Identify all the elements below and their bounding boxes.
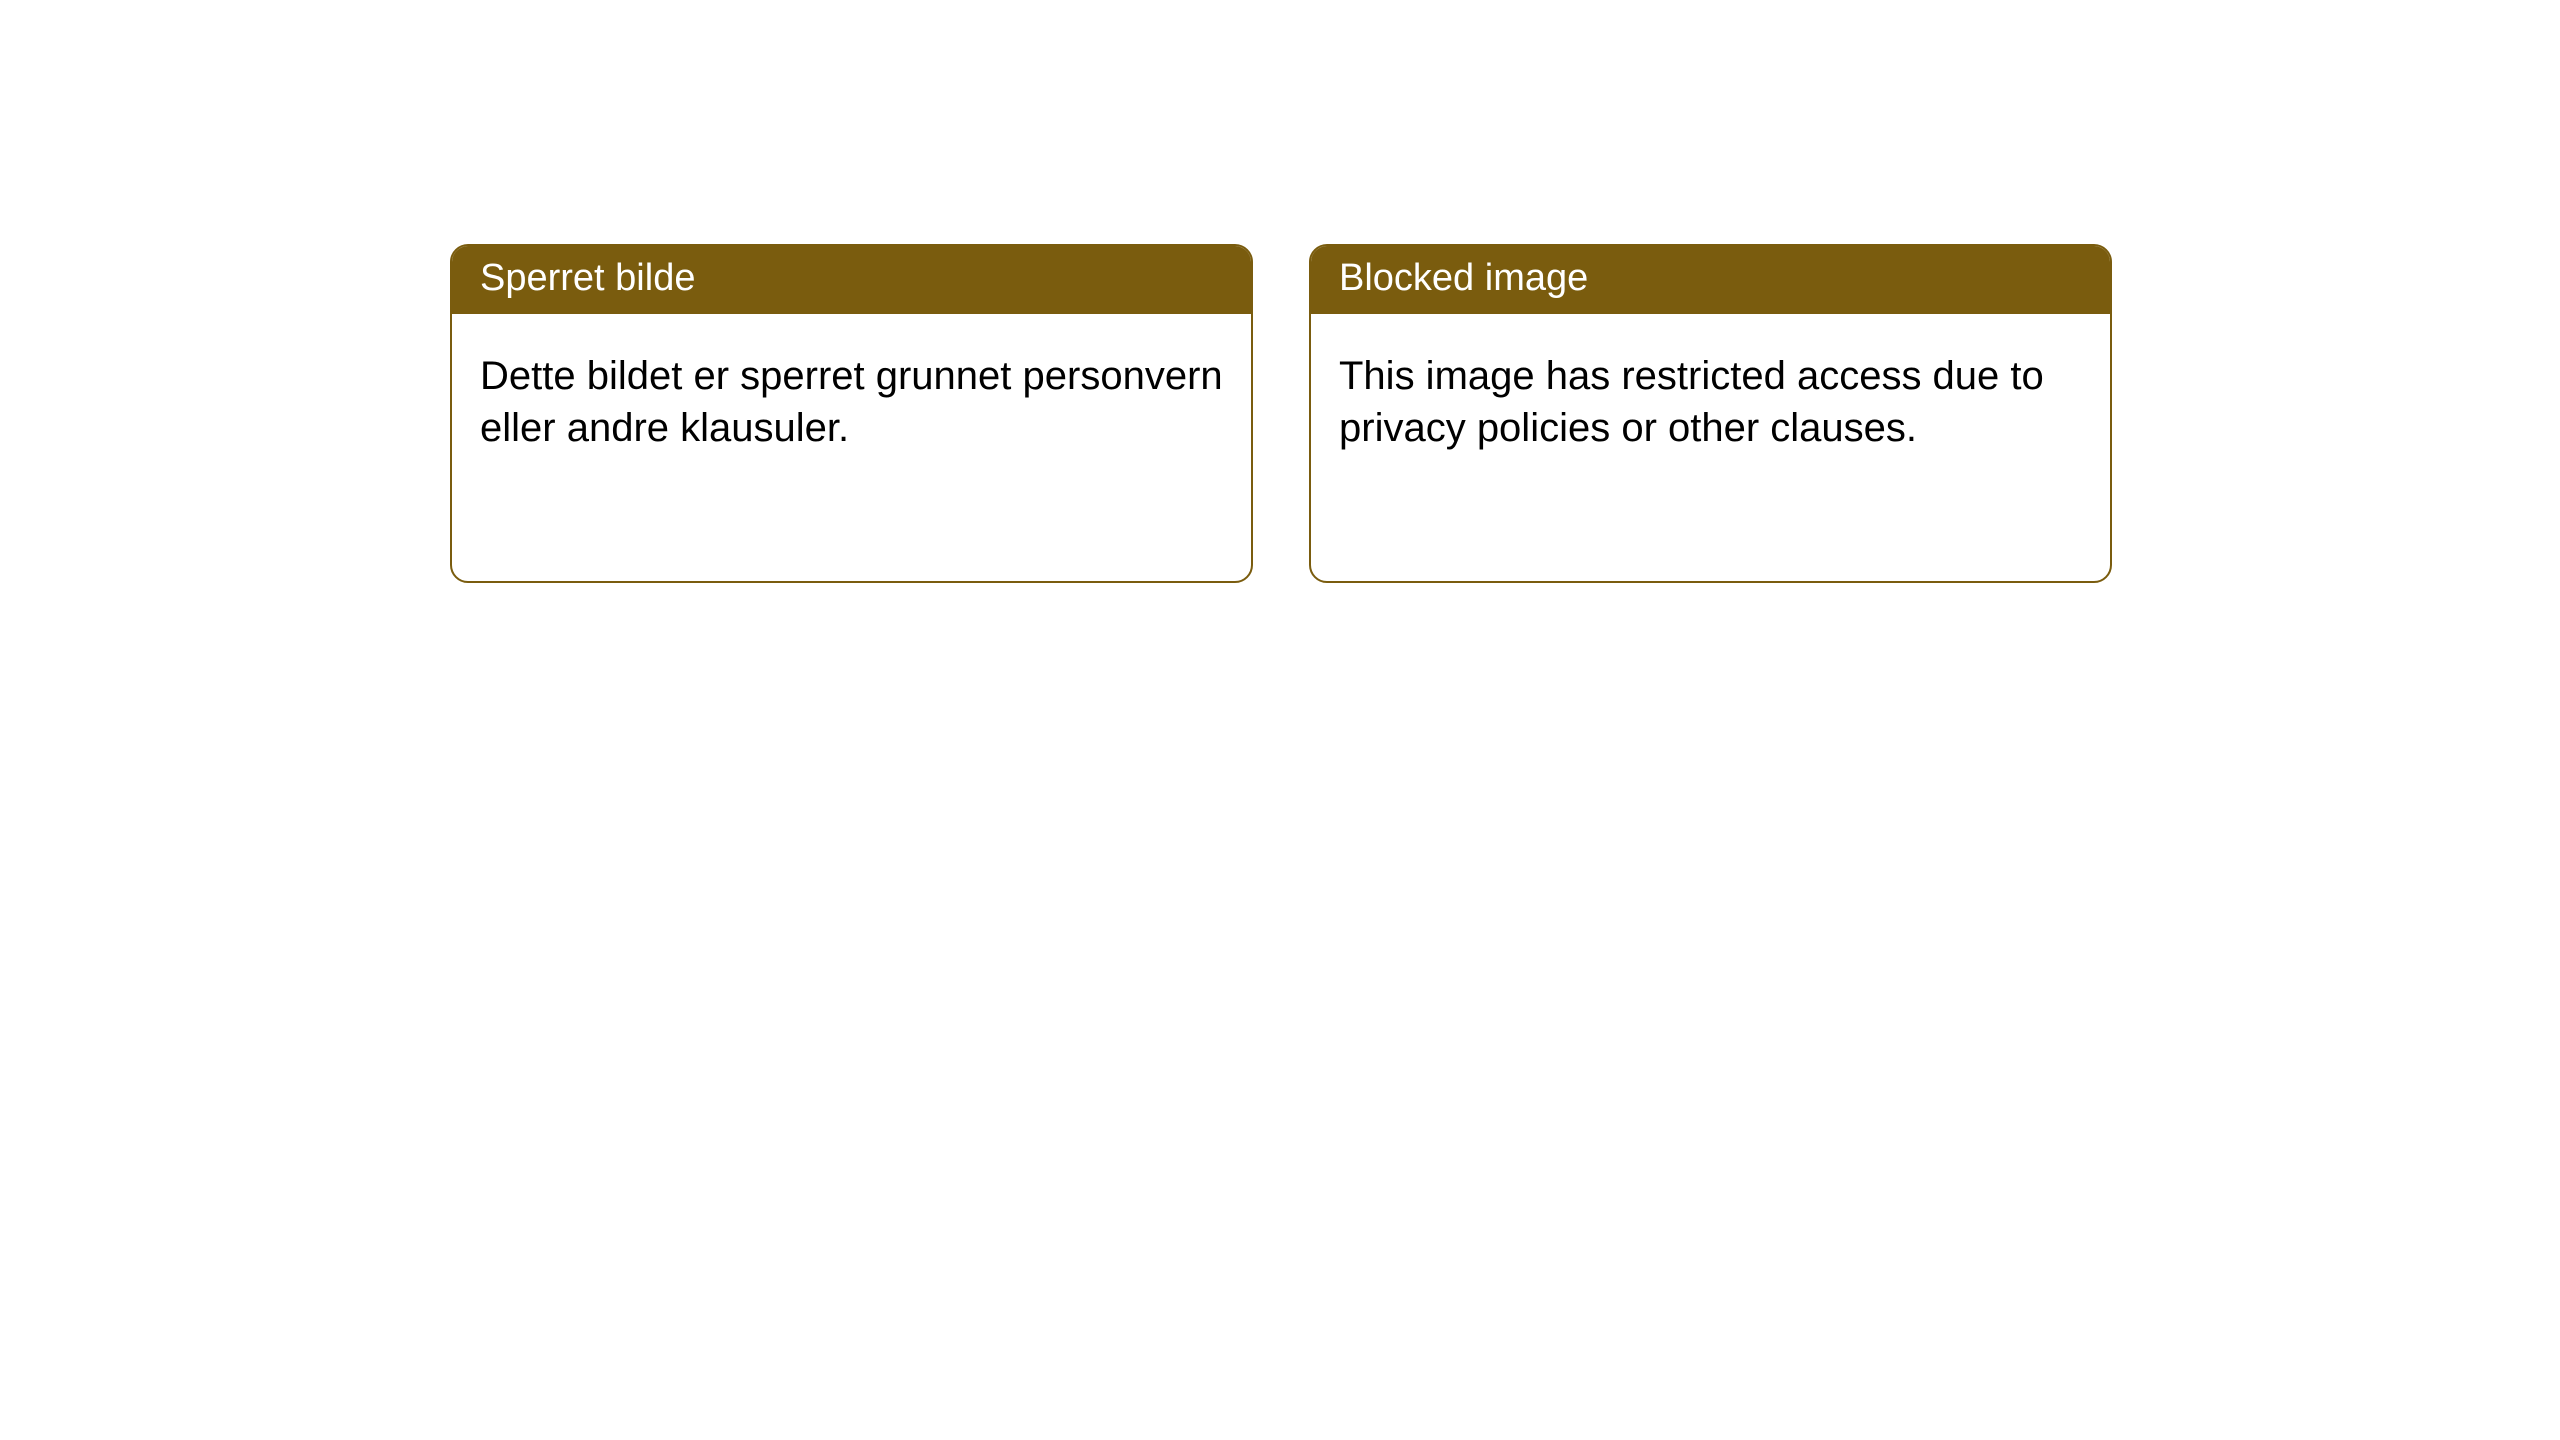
notice-card-norwegian: Sperret bilde Dette bildet er sperret gr…	[450, 244, 1253, 583]
card-body: Dette bildet er sperret grunnet personve…	[452, 314, 1251, 482]
notice-container: Sperret bilde Dette bildet er sperret gr…	[450, 244, 2112, 583]
notice-card-english: Blocked image This image has restricted …	[1309, 244, 2112, 583]
card-message: This image has restricted access due to …	[1339, 354, 2044, 450]
card-message: Dette bildet er sperret grunnet personve…	[480, 354, 1223, 450]
card-title: Blocked image	[1339, 257, 1588, 299]
card-header: Sperret bilde	[452, 246, 1251, 314]
card-title: Sperret bilde	[480, 257, 695, 299]
card-header: Blocked image	[1311, 246, 2110, 314]
card-body: This image has restricted access due to …	[1311, 314, 2110, 482]
